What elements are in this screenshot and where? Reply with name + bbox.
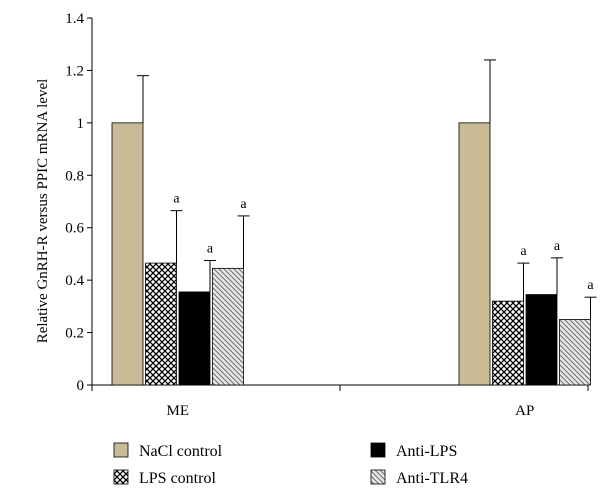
legend-swatch: [113, 469, 129, 485]
bar: [559, 319, 591, 386]
significance-label: a: [520, 244, 527, 259]
x-tick-label: ME: [167, 403, 190, 419]
axes: 0 0.2 0.4 0.6 0.8 1 1.2 1.4 ME AP: [65, 11, 589, 419]
significance-label: a: [173, 192, 180, 207]
bars: a a a a a a: [111, 59, 597, 386]
y-tick-label: 1: [77, 116, 85, 132]
legend-label: Anti-TLR4: [396, 470, 468, 487]
bar: [492, 300, 524, 386]
legend-label: LPS control: [139, 470, 216, 487]
significance-label: a: [240, 197, 247, 212]
legend: NaCl control LPS control Anti-LPS Anti-TLR4: [113, 442, 468, 487]
y-axis-label: Relative GnRH-R versus PPIC mRNA level: [35, 79, 51, 344]
y-tick-label: 0.6: [65, 221, 84, 237]
legend-swatch: [370, 442, 386, 458]
bar: [111, 122, 144, 386]
x-tick-label: AP: [515, 403, 534, 419]
bar: [212, 267, 244, 386]
legend-swatch: [113, 442, 129, 458]
bar: [145, 262, 177, 386]
significance-label: a: [207, 241, 214, 256]
y-tick-label: 0: [77, 378, 85, 394]
bar: [525, 294, 558, 386]
bar: [178, 291, 211, 386]
bar: [458, 122, 491, 386]
y-tick-label: 0.2: [65, 326, 84, 342]
legend-swatch: [370, 469, 386, 485]
y-tick-label: 1.4: [65, 11, 84, 27]
significance-label: a: [554, 239, 561, 254]
legend-label: Anti-LPS: [396, 443, 457, 460]
significance-label: a: [587, 278, 594, 293]
y-tick-label: 0.4: [65, 273, 84, 289]
y-tick-label: 0.8: [65, 168, 84, 184]
legend-label: NaCl control: [139, 443, 223, 460]
y-tick-label: 1.2: [65, 63, 84, 79]
